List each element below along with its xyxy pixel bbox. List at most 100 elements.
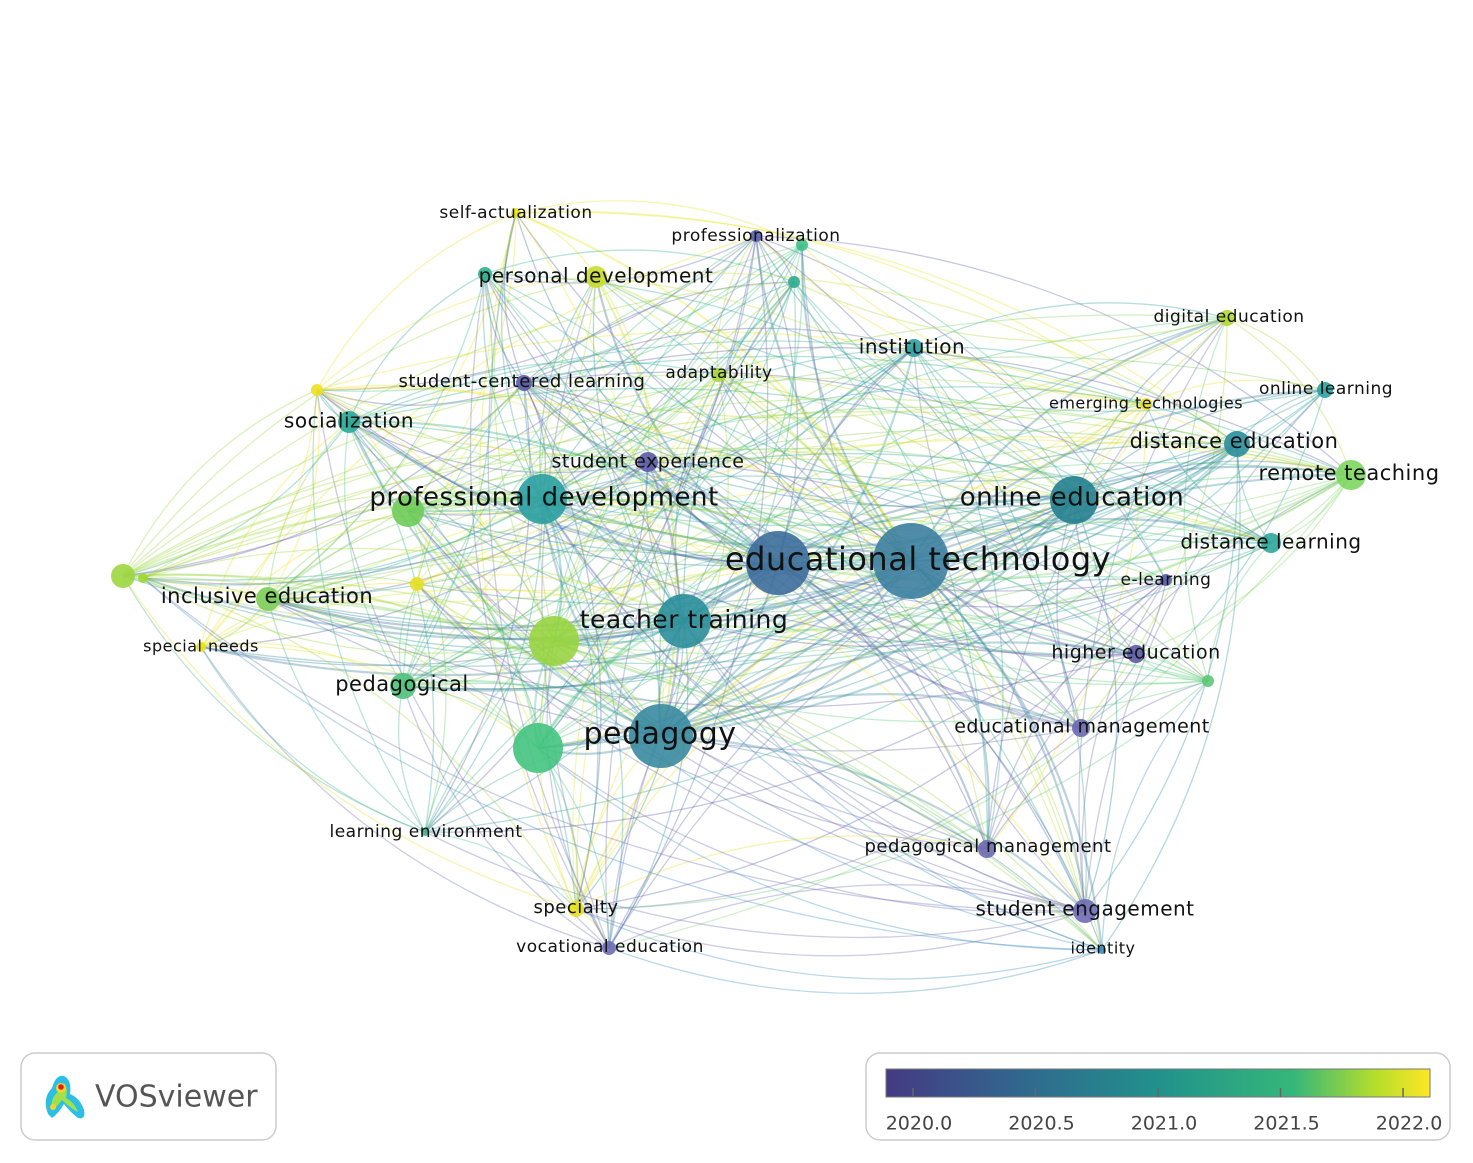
edge xyxy=(1084,389,1326,912)
node xyxy=(796,239,808,251)
node xyxy=(629,704,693,768)
edge xyxy=(316,386,912,562)
node-label: socialization xyxy=(284,409,414,433)
edge xyxy=(122,575,426,833)
node xyxy=(905,339,923,357)
node xyxy=(1224,431,1250,457)
edge xyxy=(660,347,916,737)
edge xyxy=(200,389,318,648)
edge xyxy=(316,276,597,391)
edge xyxy=(397,685,426,833)
edge xyxy=(541,235,757,500)
edge xyxy=(594,276,779,564)
edge xyxy=(608,474,1352,949)
edge xyxy=(142,559,912,640)
edge xyxy=(316,389,1086,912)
edge xyxy=(523,382,988,850)
edge xyxy=(683,281,795,622)
edge xyxy=(575,281,795,910)
edge xyxy=(407,347,915,513)
edge xyxy=(267,510,409,600)
edge xyxy=(608,235,769,949)
edge xyxy=(267,598,539,749)
edge xyxy=(407,244,803,512)
node xyxy=(1098,946,1106,954)
edge xyxy=(541,496,779,564)
edge xyxy=(575,579,1167,910)
edge xyxy=(484,273,1209,682)
edge xyxy=(316,235,757,391)
node xyxy=(421,828,429,836)
node xyxy=(1127,645,1145,663)
edge xyxy=(1084,443,1239,912)
edge xyxy=(717,374,1075,501)
edge xyxy=(1078,317,1228,912)
node-label: educational technology xyxy=(725,540,1111,578)
edge xyxy=(658,244,803,737)
edge xyxy=(200,510,409,648)
edge xyxy=(541,386,1147,500)
edge xyxy=(424,498,543,833)
edge xyxy=(142,491,543,579)
node xyxy=(873,523,949,599)
edge xyxy=(416,583,1086,912)
edge xyxy=(267,389,320,600)
edge xyxy=(777,389,1326,565)
edge xyxy=(122,573,662,737)
node xyxy=(1317,382,1333,398)
edge xyxy=(539,640,577,910)
edge xyxy=(595,271,1238,445)
edge xyxy=(574,560,912,910)
edge xyxy=(122,382,525,577)
edge xyxy=(407,510,1086,912)
edge xyxy=(316,331,1238,445)
edge xyxy=(608,620,689,949)
edge xyxy=(660,443,1238,738)
edge xyxy=(605,281,795,949)
edge xyxy=(575,908,1086,957)
edge xyxy=(407,510,540,749)
edge xyxy=(484,273,779,564)
edge xyxy=(200,560,912,677)
edge xyxy=(660,578,1167,737)
node xyxy=(478,267,492,281)
edge xyxy=(316,384,649,463)
edge xyxy=(683,498,1075,622)
node-label: specialty xyxy=(533,897,618,918)
node xyxy=(1072,719,1090,737)
edge xyxy=(575,835,988,910)
edge xyxy=(777,562,1082,730)
edge xyxy=(402,374,719,687)
node xyxy=(657,594,711,648)
edge xyxy=(777,562,1103,951)
edge xyxy=(523,244,803,384)
edge xyxy=(541,498,988,850)
edge xyxy=(541,347,915,500)
edge xyxy=(267,421,350,600)
edge xyxy=(755,235,1352,476)
edge xyxy=(553,347,915,642)
edge xyxy=(538,276,597,642)
edge xyxy=(553,555,912,642)
edge xyxy=(660,734,1086,912)
edge xyxy=(487,212,610,949)
edge xyxy=(595,276,1272,544)
edge xyxy=(755,235,1082,729)
edge xyxy=(717,374,1082,729)
edge xyxy=(267,598,1103,951)
edge xyxy=(316,389,555,642)
edge xyxy=(793,281,1272,544)
node xyxy=(196,642,206,652)
node xyxy=(511,208,521,218)
edge xyxy=(537,317,1228,749)
edge xyxy=(267,559,912,641)
node xyxy=(746,531,810,595)
edge xyxy=(717,374,1209,682)
edge xyxy=(484,273,1082,729)
edge xyxy=(515,200,803,246)
edge xyxy=(424,620,685,833)
edge xyxy=(608,884,1086,949)
edge xyxy=(537,244,803,749)
edge xyxy=(541,498,1209,686)
edge xyxy=(267,461,649,600)
